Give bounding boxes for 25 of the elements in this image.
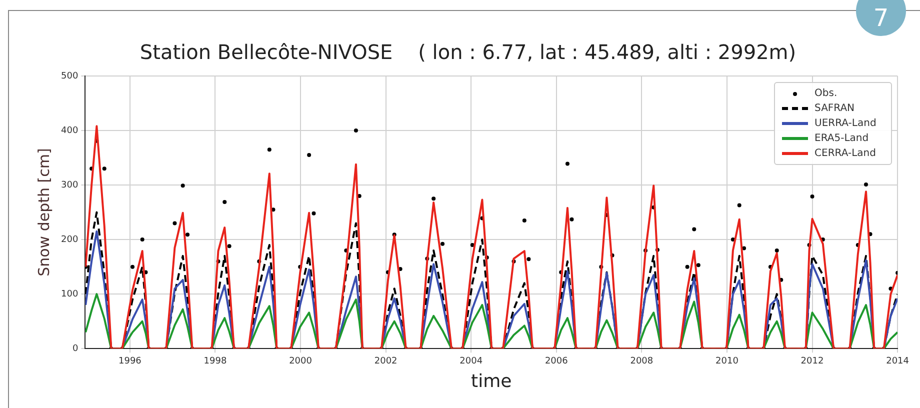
y-tick-label: 0 [72,344,78,354]
x-tick-label: 2006 [544,356,568,366]
y-axis-title: Snow depth [cm] [34,148,53,276]
legend-label: CERRA-Land [814,148,876,159]
legend-label: Obs. [814,88,838,99]
legend-label: SAFRAN [814,103,855,114]
y-tick-label: 300 [60,180,78,190]
x-tick-label: 1996 [118,356,142,366]
x-tick-label: 2014 [886,356,910,366]
text: 7 [856,0,906,36]
legend-label: UERRA-Land [814,118,876,129]
legend-label: ERA5-Land [814,133,869,144]
y-tick-label: 100 [60,289,78,300]
x-tick-label: 2004 [460,356,483,366]
x-tick-label: 2002 [374,356,398,366]
x-tick-label: 1998 [204,356,227,366]
y-tick-label: 200 [60,234,78,245]
x-tick-label: 2008 [630,356,654,366]
x-tick-label: 2012 [800,356,824,366]
y-tick-label: 400 [60,126,78,136]
x-tick-label: 2010 [716,356,739,366]
x-axis-title: time [471,370,512,392]
x-tick-label: 2000 [289,356,312,366]
chart-title: Station Bellecôte-NIVOSE ( lon : 6.77, lat : 45.489, alti : 2992m) [140,40,796,64]
y-tick-label: 500 [60,71,78,82]
